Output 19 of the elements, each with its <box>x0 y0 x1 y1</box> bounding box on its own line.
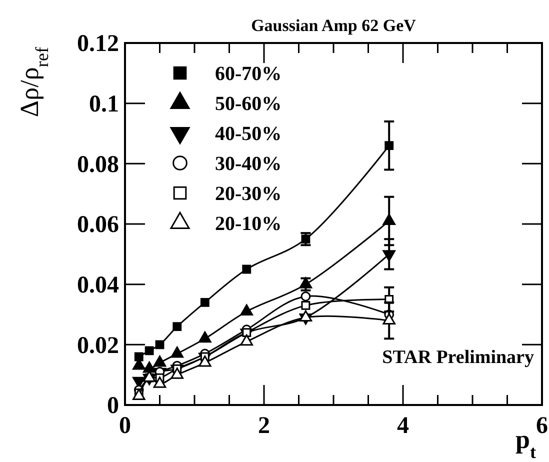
annotation: STAR Preliminary <box>382 347 534 368</box>
x-axis-title: p$_{t}$ <box>515 425 536 462</box>
legend-label: 40-50% <box>215 123 282 145</box>
legend-label: 50-60% <box>215 93 282 115</box>
y-tick-label: 0.08 <box>77 152 119 178</box>
y-tick-label: 0.02 <box>77 332 119 359</box>
y-tick-label: 0.06 <box>77 212 119 238</box>
legend-label: 20-30% <box>215 183 282 205</box>
y-tick-label: 0.1 <box>89 91 119 118</box>
y-tick-label: 0.12 <box>77 31 119 58</box>
legend-label: 30-40% <box>215 153 282 175</box>
x-tick-label: 2 <box>258 413 270 439</box>
x-tick-label: 4 <box>397 413 409 439</box>
legend-label: 60-70% <box>215 63 282 85</box>
y-tick-label: 0 <box>107 393 119 420</box>
y-tick-label: 0.04 <box>77 272 119 298</box>
chart-title: Gaussian Amp 62 GeV <box>251 16 417 35</box>
legend-label: 20-10% <box>215 213 282 235</box>
x-tick-label: 6 <box>536 413 548 439</box>
